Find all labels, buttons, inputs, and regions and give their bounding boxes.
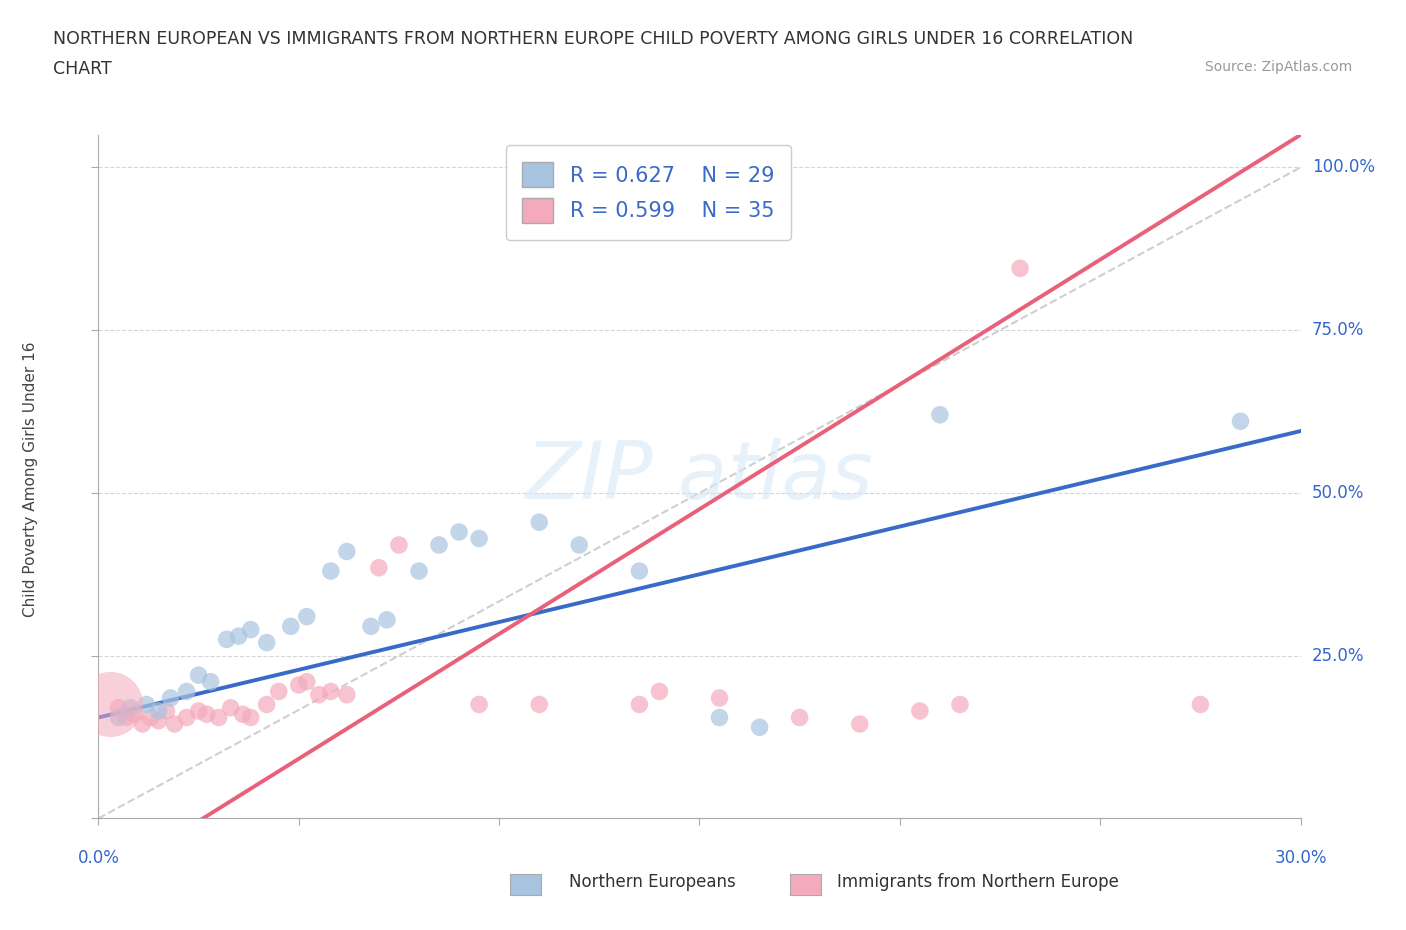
- Text: 25.0%: 25.0%: [1312, 646, 1364, 665]
- Point: [849, 717, 872, 732]
- Point: [336, 687, 359, 702]
- Point: [256, 698, 278, 712]
- Point: [239, 622, 262, 637]
- Text: CHART: CHART: [53, 60, 112, 78]
- Text: 100.0%: 100.0%: [1312, 158, 1375, 177]
- Point: [709, 711, 731, 725]
- Text: Immigrants from Northern Europe: Immigrants from Northern Europe: [837, 872, 1118, 891]
- Point: [155, 704, 177, 719]
- Point: [176, 684, 198, 699]
- Point: [319, 564, 342, 578]
- Point: [100, 698, 122, 712]
- Point: [232, 707, 254, 722]
- Point: [908, 704, 931, 719]
- Point: [280, 619, 302, 634]
- Point: [148, 704, 170, 719]
- Point: [789, 711, 811, 725]
- Point: [529, 698, 551, 712]
- Point: [107, 700, 129, 715]
- Point: [648, 684, 671, 699]
- Point: [115, 711, 138, 725]
- Text: 30.0%: 30.0%: [1274, 849, 1327, 867]
- Point: [159, 690, 181, 706]
- Text: ZIP atlas: ZIP atlas: [526, 438, 873, 515]
- Point: [148, 713, 170, 728]
- Point: [427, 538, 450, 552]
- Point: [336, 544, 359, 559]
- Point: [368, 560, 391, 575]
- Point: [1189, 698, 1212, 712]
- Point: [200, 674, 222, 689]
- Point: [215, 632, 238, 647]
- Text: NORTHERN EUROPEAN VS IMMIGRANTS FROM NORTHERN EUROPE CHILD POVERTY AMONG GIRLS U: NORTHERN EUROPEAN VS IMMIGRANTS FROM NOR…: [53, 30, 1133, 47]
- Point: [388, 538, 411, 552]
- Text: Northern Europeans: Northern Europeans: [569, 872, 737, 891]
- Point: [187, 704, 209, 719]
- Point: [360, 619, 382, 634]
- Point: [135, 698, 157, 712]
- Point: [1229, 414, 1251, 429]
- Point: [239, 711, 262, 725]
- Point: [256, 635, 278, 650]
- Point: [176, 711, 198, 725]
- Point: [929, 407, 952, 422]
- Point: [208, 711, 231, 725]
- Point: [295, 609, 318, 624]
- Legend: R = 0.627    N = 29, R = 0.599    N = 35: R = 0.627 N = 29, R = 0.599 N = 35: [506, 145, 792, 240]
- Point: [131, 717, 153, 732]
- Point: [375, 613, 398, 628]
- Point: [468, 531, 491, 546]
- Point: [288, 677, 311, 692]
- Point: [120, 700, 142, 715]
- Point: [163, 717, 186, 732]
- Point: [219, 700, 242, 715]
- Point: [124, 707, 146, 722]
- Text: 50.0%: 50.0%: [1312, 484, 1364, 502]
- Text: 75.0%: 75.0%: [1312, 321, 1364, 339]
- Point: [107, 711, 129, 725]
- Point: [748, 720, 770, 735]
- Point: [628, 698, 651, 712]
- Text: Child Poverty Among Girls Under 16: Child Poverty Among Girls Under 16: [24, 341, 38, 617]
- Point: [628, 564, 651, 578]
- Point: [139, 711, 162, 725]
- Point: [295, 674, 318, 689]
- Point: [568, 538, 591, 552]
- Point: [709, 690, 731, 706]
- Point: [195, 707, 218, 722]
- Point: [408, 564, 430, 578]
- Text: Source: ZipAtlas.com: Source: ZipAtlas.com: [1205, 60, 1353, 74]
- Point: [267, 684, 290, 699]
- Point: [319, 684, 342, 699]
- Point: [187, 668, 209, 683]
- Point: [308, 687, 330, 702]
- Text: 0.0%: 0.0%: [77, 849, 120, 867]
- Point: [1010, 261, 1032, 276]
- Point: [529, 515, 551, 530]
- Point: [447, 525, 470, 539]
- Point: [228, 629, 250, 644]
- Point: [468, 698, 491, 712]
- Point: [949, 698, 972, 712]
